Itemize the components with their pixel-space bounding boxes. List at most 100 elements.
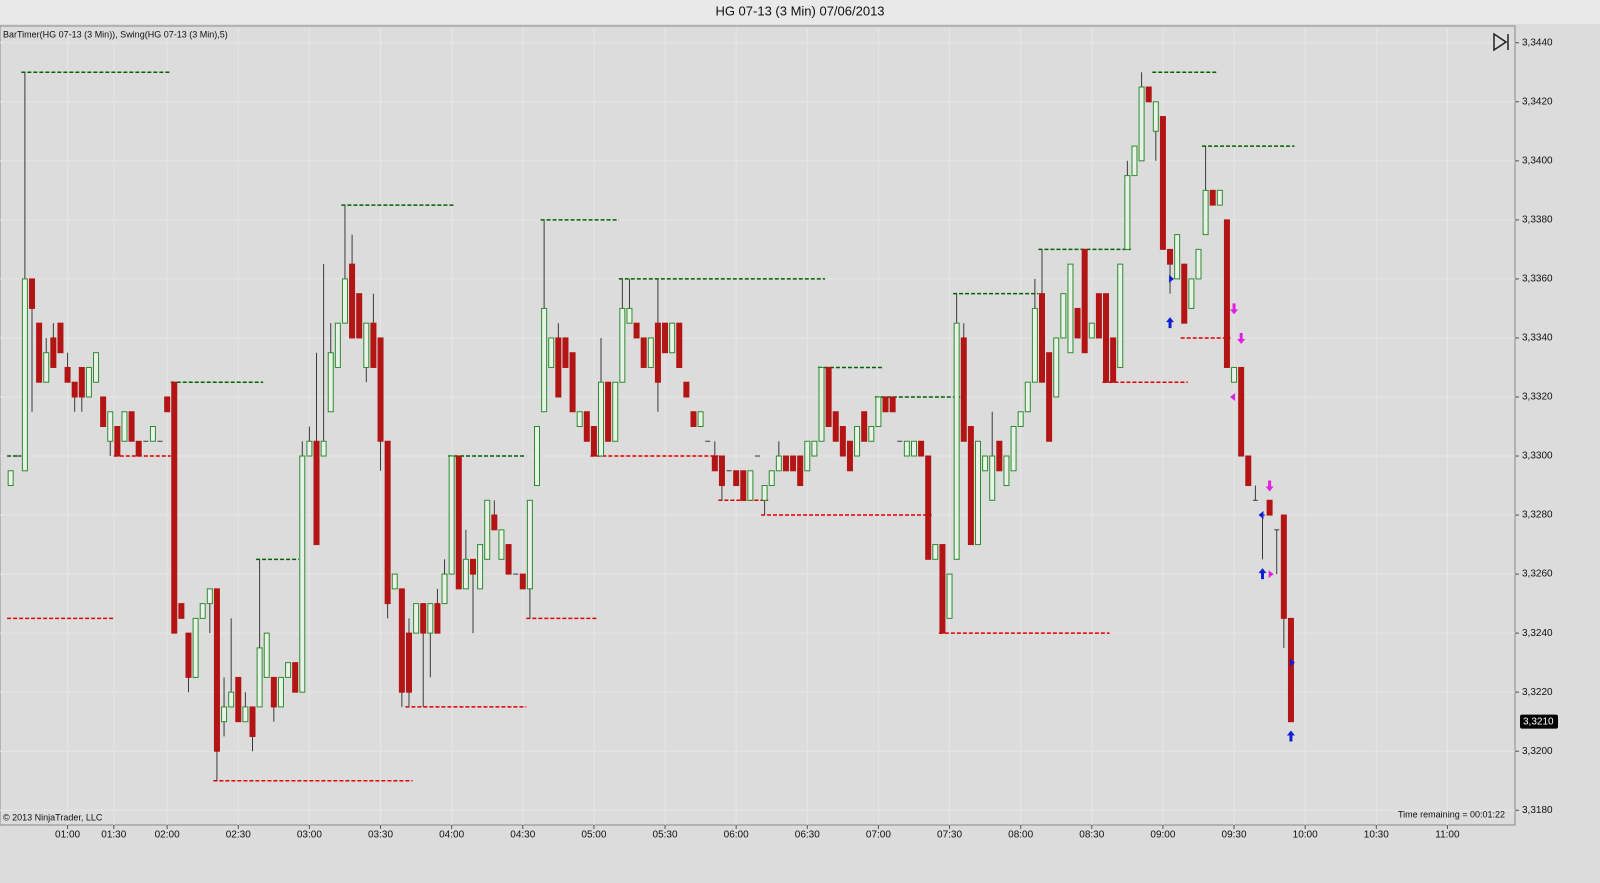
candle-body	[889, 396, 896, 413]
candle-body	[1081, 248, 1088, 354]
candle-body	[583, 411, 590, 442]
candle-body	[718, 455, 725, 487]
candle-body	[775, 455, 782, 472]
candle-body	[235, 676, 242, 723]
candle-body	[903, 440, 910, 457]
candle-body	[1266, 499, 1273, 516]
candle-body	[114, 426, 121, 457]
candle-body	[861, 411, 868, 442]
candle-body	[71, 381, 78, 398]
candle-body	[534, 426, 541, 487]
candle-body	[633, 322, 640, 339]
candle-body	[1202, 189, 1209, 236]
candle-body	[441, 573, 448, 605]
title-bar	[0, 0, 1600, 24]
candle-body	[1195, 248, 1202, 280]
status-text: Time remaining = 00:01:22	[1398, 809, 1505, 819]
x-tick-label: 10:30	[1364, 830, 1389, 841]
candle-body	[1174, 234, 1181, 280]
y-tick-label: 3,3320	[1522, 392, 1553, 403]
candle-body	[292, 662, 299, 693]
candle-body	[370, 322, 377, 368]
candle-body	[797, 455, 804, 487]
x-tick-label: 05:30	[653, 830, 678, 841]
candle-body	[64, 366, 71, 383]
candle-body	[982, 455, 989, 472]
candle-body	[569, 352, 576, 413]
candle-body	[1152, 101, 1159, 132]
signal-arrow	[1230, 303, 1239, 315]
candle-body	[448, 455, 455, 575]
candle-body	[192, 617, 199, 678]
candle-body	[953, 322, 960, 560]
x-tick-label: 01:00	[55, 830, 80, 841]
candle-body	[299, 455, 306, 693]
candle-body	[277, 676, 284, 708]
x-tick-label: 06:00	[724, 830, 749, 841]
candle-body	[398, 588, 405, 693]
candle-body	[697, 411, 704, 428]
candle-body	[654, 322, 661, 383]
chart-title: HG 07-13 (3 Min) 07/06/2013	[715, 3, 884, 18]
candle-body	[825, 366, 832, 427]
candle-body	[910, 440, 917, 457]
copyright: © 2013 NinjaTrader, LLC	[3, 812, 103, 822]
candle-body	[548, 337, 555, 368]
candle-body	[626, 307, 633, 324]
candle-body	[164, 396, 171, 413]
scroll-to-end-button[interactable]	[1490, 32, 1512, 52]
y-tick-label: 3,3200	[1522, 746, 1553, 757]
candle-body	[384, 440, 391, 605]
candle-body	[690, 411, 697, 428]
y-tick-label: 3,3240	[1522, 628, 1553, 639]
candle-body	[1280, 514, 1287, 619]
candle-body	[420, 603, 427, 634]
y-tick-label: 3,3380	[1522, 215, 1553, 226]
x-tick-label: 01:30	[101, 830, 126, 841]
candle-body	[320, 440, 327, 457]
candle-body	[427, 603, 434, 634]
candle-body	[818, 366, 825, 442]
candle-body	[57, 322, 64, 354]
candle-body	[989, 455, 996, 501]
candle-body	[555, 337, 562, 398]
candle-body	[1124, 175, 1131, 250]
candle-body	[747, 470, 754, 501]
candle-body	[334, 322, 341, 368]
signal-arrow	[1286, 730, 1295, 742]
y-tick-label: 3,3280	[1522, 510, 1553, 521]
candle-body	[121, 411, 128, 442]
candle-body	[43, 352, 50, 383]
candle-body	[1223, 219, 1230, 368]
candle-body	[185, 632, 192, 678]
signal-arrow	[1166, 317, 1175, 329]
candle-body	[811, 440, 818, 457]
candle-body	[960, 337, 967, 442]
x-tick-label: 09:30	[1222, 830, 1247, 841]
indicator-label: BarTimer(HG 07-13 (3 Min)), Swing(HG 07-…	[3, 29, 228, 39]
candle-body	[462, 558, 469, 590]
candle-body	[740, 470, 747, 501]
candle-body	[455, 455, 462, 590]
candle-body	[846, 440, 853, 472]
candle-body	[1145, 86, 1152, 103]
candle-body	[541, 307, 548, 413]
candle-body	[477, 544, 484, 590]
candle-body	[306, 440, 313, 457]
candle-body	[93, 352, 100, 383]
candle-body	[1159, 116, 1166, 250]
x-tick-label: 02:00	[155, 830, 180, 841]
candle-body	[1231, 366, 1238, 383]
candle-body	[263, 632, 270, 678]
candle-body	[228, 691, 235, 708]
x-tick-label: 11:00	[1435, 830, 1460, 841]
candle-body	[918, 440, 925, 457]
candle-body	[519, 573, 526, 590]
candle-body	[683, 381, 690, 398]
x-tick-label: 04:30	[510, 830, 535, 841]
last-price-box	[1520, 714, 1558, 729]
candle-body	[100, 396, 107, 427]
candle-body	[313, 440, 320, 546]
candle-body	[1067, 263, 1074, 354]
